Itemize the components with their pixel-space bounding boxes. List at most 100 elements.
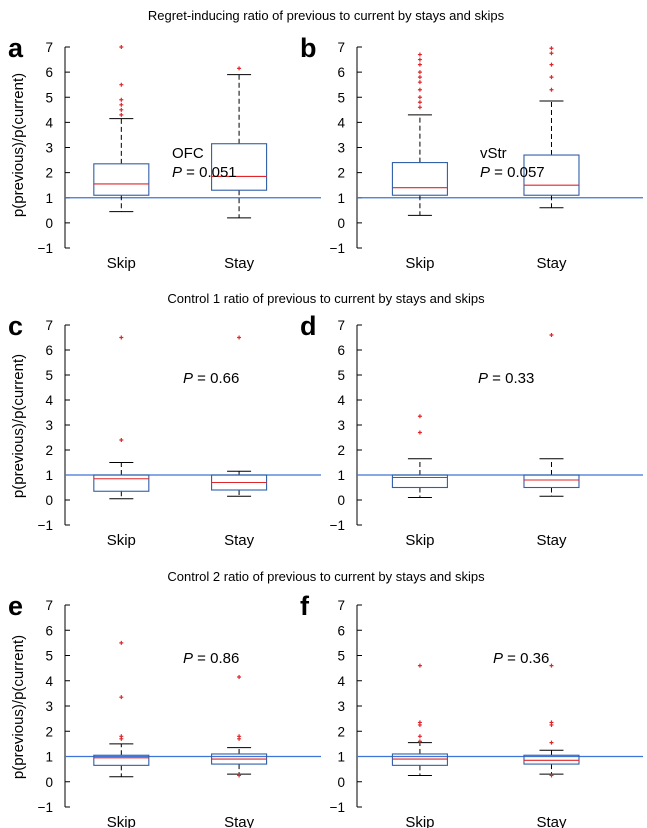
outlier-point	[418, 734, 422, 738]
outlier-point	[418, 431, 422, 435]
outlier-point	[119, 438, 123, 442]
y-tick-label: 6	[337, 343, 345, 358]
outlier-point	[418, 95, 422, 99]
x-category-label: Stay	[536, 814, 567, 828]
y-tick-label: 2	[337, 166, 345, 181]
y-tick-label: 2	[337, 724, 345, 739]
y-tick-label: 3	[337, 141, 345, 156]
annotation-text: P = 0.051	[172, 164, 237, 181]
y-tick-label: −1	[330, 241, 345, 256]
y-tick-label: 4	[337, 115, 345, 130]
y-tick-label: 0	[337, 775, 345, 790]
panel-letter: b	[300, 33, 317, 63]
y-tick-label: 5	[337, 368, 345, 383]
outlier-point	[418, 88, 422, 92]
iqr-box	[524, 475, 579, 488]
x-category-label: Stay	[224, 814, 255, 828]
panel-f: f −1 0 1 2 3 4 5 6 7 Skip Stay P = 0.36	[300, 591, 643, 828]
y-tick-label: 6	[337, 623, 345, 638]
panel-c: c −1 0 1 2 3 4 5 6 7 Skip Stay P = 0.66	[8, 311, 321, 549]
x-category-label: Skip	[107, 814, 136, 828]
outlier-point	[418, 58, 422, 62]
outlier-point	[549, 51, 553, 55]
y-tick-label: 0	[45, 493, 53, 508]
y-tick-label: 4	[45, 393, 53, 408]
y-tick-label: 0	[337, 493, 345, 508]
outlier-point	[549, 333, 553, 337]
outlier-point	[418, 70, 422, 74]
outlier-point	[418, 80, 422, 84]
box-skip	[94, 45, 149, 212]
outlier-point	[549, 88, 553, 92]
x-category-label: Skip	[107, 255, 136, 272]
outlier-point	[237, 66, 241, 70]
x-category-label: Skip	[405, 814, 434, 828]
y-tick-label: 2	[45, 443, 53, 458]
iqr-box	[392, 754, 447, 765]
x-category-label: Stay	[224, 255, 255, 272]
outlier-point	[237, 675, 241, 679]
y-tick-label: −1	[38, 518, 53, 533]
x-category-label: Skip	[405, 532, 434, 549]
box-stay	[524, 664, 579, 778]
row-title-regret: Regret-inducing ratio of previous to cur…	[148, 8, 505, 23]
y-tick-label: 1	[45, 750, 53, 765]
y-tick-label: 7	[337, 40, 345, 55]
outlier-point	[549, 741, 553, 745]
y-tick-label: 5	[45, 649, 53, 664]
panel-a: a −1 0 1 2 3 4 5 6 7 Skip Stay OFC P = 0.051	[8, 33, 321, 272]
outlier-point	[119, 103, 123, 107]
y-tick-label: 3	[45, 418, 53, 433]
y-tick-label: 4	[45, 115, 53, 130]
outlier-point	[549, 664, 553, 668]
y-axis-label-row-2: p(previous)/p(current)	[10, 354, 27, 498]
annotation-text: OFC	[172, 145, 204, 162]
outlier-point	[119, 108, 123, 112]
annotation-text: P = 0.86	[183, 650, 239, 667]
outlier-point	[418, 105, 422, 109]
outlier-point	[418, 664, 422, 668]
annotation-text: vStr	[480, 145, 507, 162]
y-tick-label: 2	[337, 443, 345, 458]
panel-letter: f	[300, 591, 310, 621]
outlier-point	[418, 63, 422, 67]
outlier-point	[119, 113, 123, 117]
y-tick-label: −1	[38, 800, 53, 815]
box-stay	[212, 336, 267, 497]
annotation-text: P = 0.66	[183, 370, 239, 387]
box-skip	[94, 336, 149, 499]
y-tick-label: 3	[45, 141, 53, 156]
panel-e: e−101234567Skip StayP = 0.86	[8, 591, 321, 828]
box-stay	[212, 675, 267, 777]
outlier-point	[549, 46, 553, 50]
y-tick-label: 2	[45, 724, 53, 739]
outlier-point	[418, 75, 422, 79]
y-tick-label: 1	[337, 468, 345, 483]
x-category-label: Stay	[536, 532, 567, 549]
iqr-box	[392, 163, 447, 196]
outlier-point	[418, 414, 422, 418]
y-tick-label: 3	[337, 699, 345, 714]
panel-b: b−101234567Skip StayvStrP = 0.057	[300, 33, 643, 272]
y-tick-label: 7	[45, 598, 53, 613]
annotation-text: P = 0.36	[493, 650, 549, 667]
box-stay	[524, 333, 579, 496]
y-tick-label: −1	[330, 800, 345, 815]
y-tick-label: −1	[38, 241, 53, 256]
y-tick-label: 4	[337, 674, 345, 689]
box-stay	[212, 66, 267, 217]
row-title-control-2: Control 2 ratio of previous to current b…	[167, 569, 485, 584]
annotation-text: P = 0.33	[478, 370, 534, 387]
outlier-point	[418, 100, 422, 104]
y-tick-label: 6	[337, 65, 345, 80]
y-tick-label: 6	[45, 623, 53, 638]
x-category-label: Skip	[405, 255, 434, 272]
outlier-point	[237, 336, 241, 340]
iqr-box	[94, 475, 149, 491]
y-tick-label: −1	[330, 518, 345, 533]
box-skip	[392, 664, 447, 776]
outlier-point	[119, 737, 123, 741]
outlier-point	[237, 737, 241, 741]
outlier-point	[119, 45, 123, 49]
